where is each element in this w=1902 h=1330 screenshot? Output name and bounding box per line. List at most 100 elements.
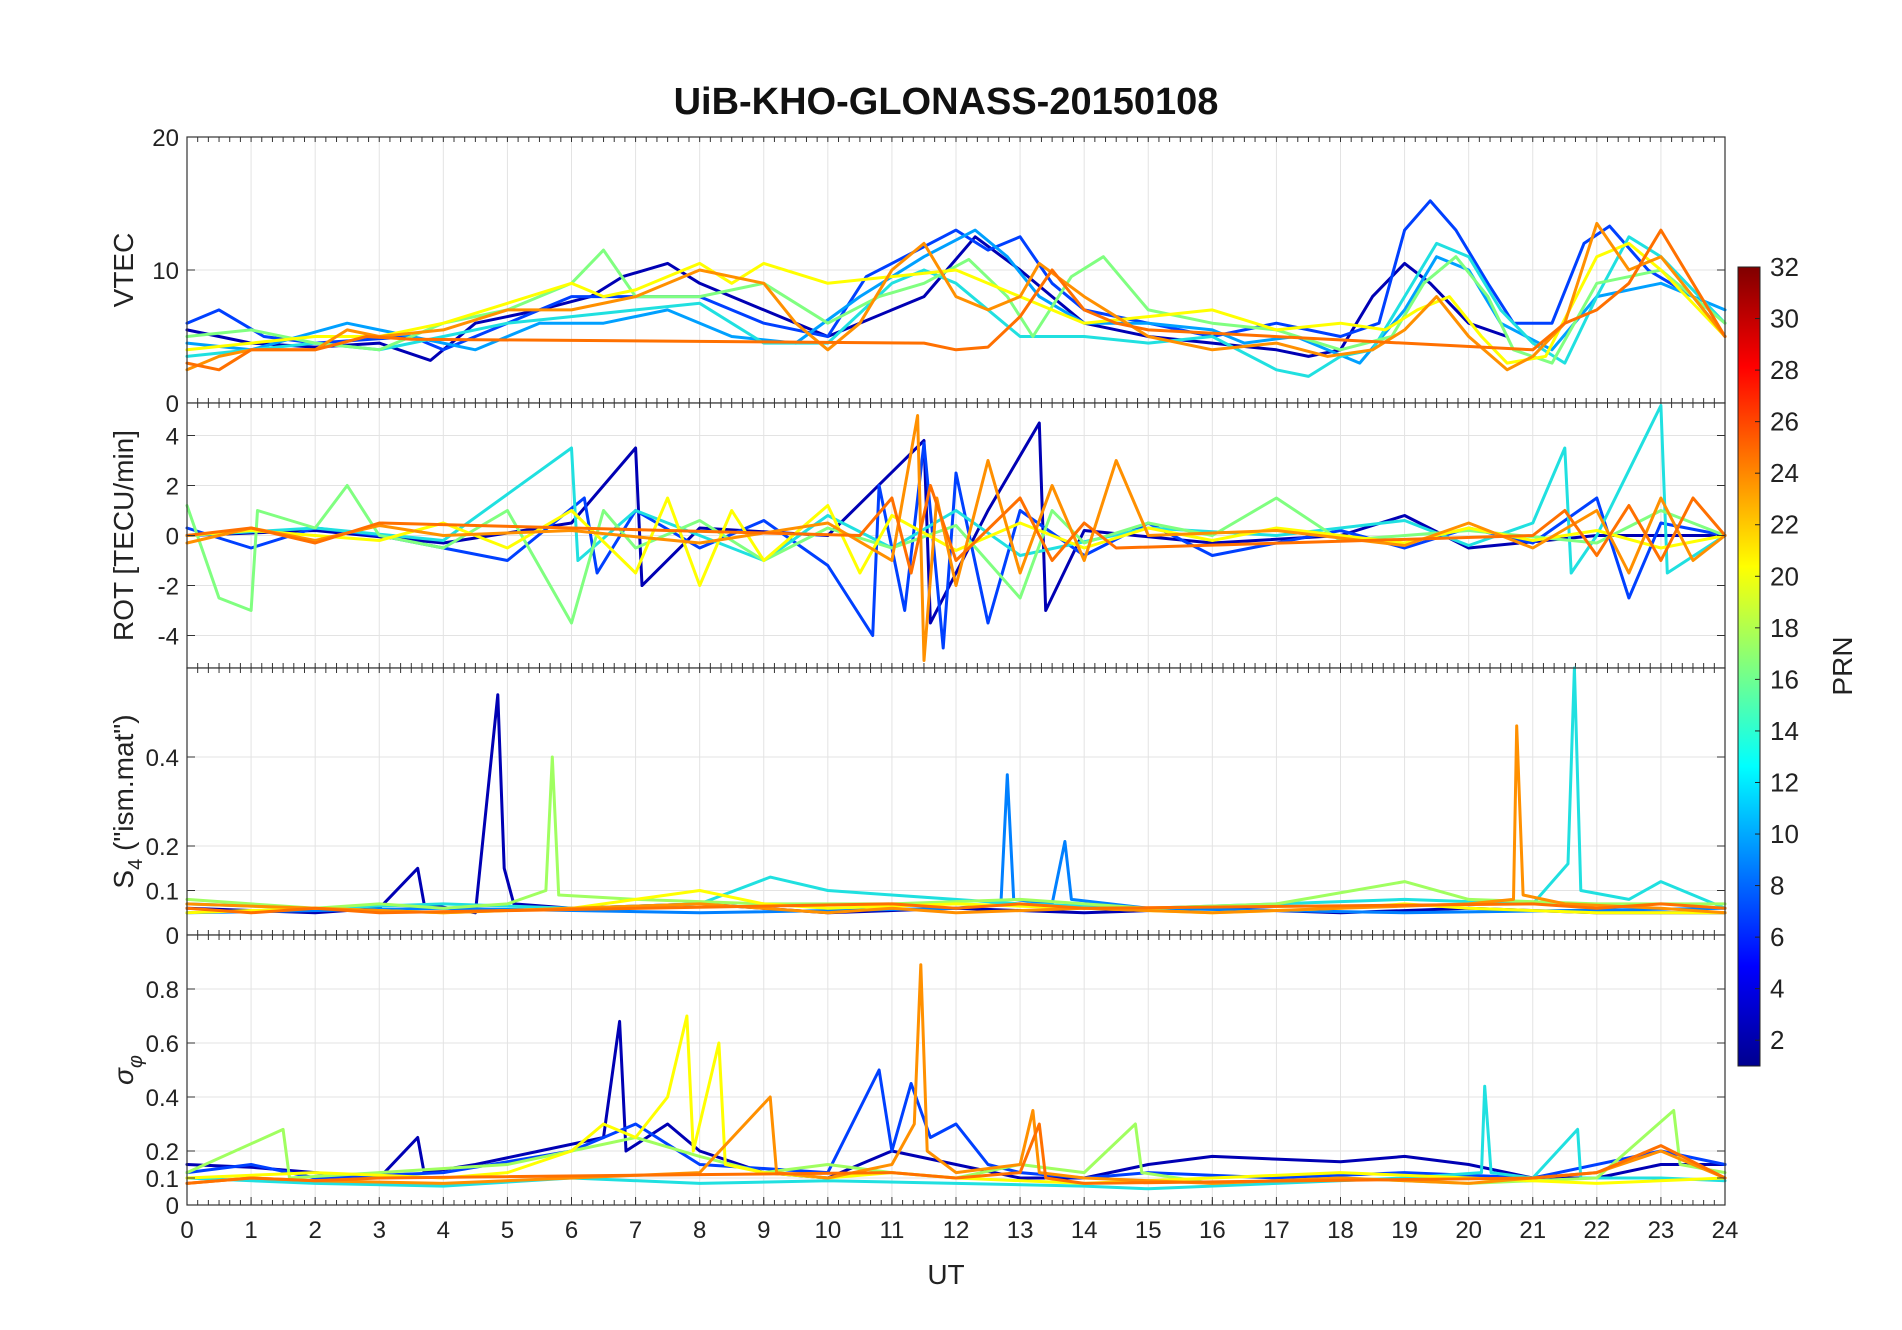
series-line-prn-23 [185,221,1727,372]
y-axis-label-subscript: φ [125,1055,147,1068]
colorbar-tick-label: 30 [1770,304,1799,334]
y-tick-label: 20 [152,125,179,152]
x-tick-label: 4 [437,1217,450,1244]
y-axis-label-main: σ [108,1067,139,1085]
x-tick-labels: 0 1 2 3 4 5 6 7 8 9 10 11 12 13 14 15 16 17 18 19 20 21 22 23 24 [180,1197,1738,1244]
x-tick-label: 22 [1583,1217,1610,1244]
colorbar-label: PRN [1827,636,1858,695]
x-tick-label: 15 [1135,1217,1162,1244]
y-tick-label: 0 [166,391,179,418]
panel-sigma: 00.10.2 0.4 0.6 0.8 σφ [108,934,1727,1220]
x-axis-label: UT [927,1259,964,1290]
y-tick-labels: 0 10 20 [152,125,1725,418]
x-tick-label: 12 [943,1217,970,1244]
series-line-prn-20 [185,241,1727,365]
colorbar-tick-label: 26 [1770,407,1799,437]
colorbar-tick-label: 4 [1770,974,1784,1004]
colorbar-tick-label: 10 [1770,819,1799,849]
series-line-prn-23 [185,414,1727,662]
y-tick-label: 4 [166,424,179,451]
x-tick-label: 8 [693,1217,706,1244]
x-tick-label: 21 [1519,1217,1546,1244]
series-line-prn-6 [185,1068,1727,1180]
x-tick-label: 23 [1648,1217,1675,1244]
x-tick-label: 19 [1391,1217,1418,1244]
y-tick-label: 0.1 [146,879,179,906]
colorbar-tick-label: 24 [1770,458,1799,488]
panel-rot: -4 -2 0 2 4 ROT [TECU/min] [108,402,1727,669]
y-tick-label: 0.1 [146,1166,179,1193]
series-line-prn-6 [185,199,1727,352]
series-group [185,404,1727,662]
y-axis-label-sigma: σφ [108,1055,147,1085]
x-tick-label: 14 [1071,1217,1098,1244]
x-tick-label: 24 [1712,1217,1739,1244]
y-tick-label: 0.2 [146,834,179,861]
colorbar-tick-label: 16 [1770,664,1799,694]
series-line-prn-24 [185,1122,1727,1185]
y-tick-label: 0.4 [146,1085,179,1112]
y-tick-labels: 0 0.1 0.2 0.4 [146,745,1725,950]
y-axis-label-s4: S4 ("ism.mat") [108,714,147,888]
y-tick-label: 0.6 [146,1031,179,1058]
series-group [185,199,1727,378]
colorbar-tick-label: 6 [1770,922,1784,952]
y-axis-label-rest: ("ism.mat") [108,714,139,858]
x-tick-label: 20 [1455,1217,1482,1244]
colorbar-tick-label: 14 [1770,716,1799,746]
x-tick-label: 0 [180,1217,193,1244]
series-line-prn-24 [185,902,1727,915]
x-tick-label: 1 [244,1217,257,1244]
x-tick-label: 9 [757,1217,770,1244]
x-tick-label: 3 [373,1217,386,1244]
series-line-prn-2 [185,421,1727,625]
y-tick-label: 0.8 [146,977,179,1004]
series-group [185,963,1727,1191]
colorbar-tick-label: 2 [1770,1025,1784,1055]
y-tick-labels: -4 -2 0 2 4 [158,424,1725,651]
y-tick-label: 2 [166,474,179,501]
y-tick-label: 0 [166,524,179,551]
series-line-prn-20 [185,1014,1727,1185]
y-tick-label: -4 [158,624,179,651]
colorbar-tick-label: 8 [1770,871,1784,901]
minor-ticks [186,137,1726,403]
x-tick-label: 6 [565,1217,578,1244]
x-tick-label: 11 [879,1217,904,1244]
y-tick-label: 0 [166,1193,179,1220]
x-tick-label: 13 [1007,1217,1034,1244]
chart-title: UiB-KHO-GLONASS-20150108 [674,81,1219,123]
series-line-prn-24 [185,228,1727,372]
colorbar-tick-label: 32 [1770,252,1799,282]
x-tick-label: 7 [629,1217,642,1244]
x-tick-label: 10 [814,1217,841,1244]
y-axis-label-rot: ROT [TECU/min] [108,430,139,641]
colorbar-tick-label: 22 [1770,510,1799,540]
colorbar-tick-label: 20 [1770,561,1799,591]
x-tick-label: 17 [1263,1217,1290,1244]
minor-ticks [186,668,1726,935]
series-line-prn-24 [185,484,1727,575]
colorbar-tick-label: 18 [1770,613,1799,643]
y-tick-label: -2 [158,574,179,601]
y-tick-labels: 00.10.2 0.4 0.6 0.8 [146,977,1725,1220]
panel-s4: 00.10.20.4S4 ("ism.mat") [108,666,1727,950]
y-axis-label-vtec: VTEC [108,233,139,308]
x-tick-label: 2 [308,1217,321,1244]
x-tick-label: 5 [501,1217,514,1244]
series-group [185,666,1727,915]
y-axis-label-main: S [108,870,139,889]
colorbar-gradient [1737,266,1761,1067]
y-tick-label: 10 [152,258,179,285]
series-line-prn-13 [185,235,1727,378]
x-tick-label: 16 [1199,1217,1226,1244]
colorbar-tick-label: 12 [1770,767,1799,797]
panel-vtec: 0 10 20 VTEC [108,125,1727,418]
colorbar-tick-label: 28 [1770,355,1799,385]
y-tick-label: 0.2 [146,1139,179,1166]
x-tick-label: 18 [1327,1217,1354,1244]
